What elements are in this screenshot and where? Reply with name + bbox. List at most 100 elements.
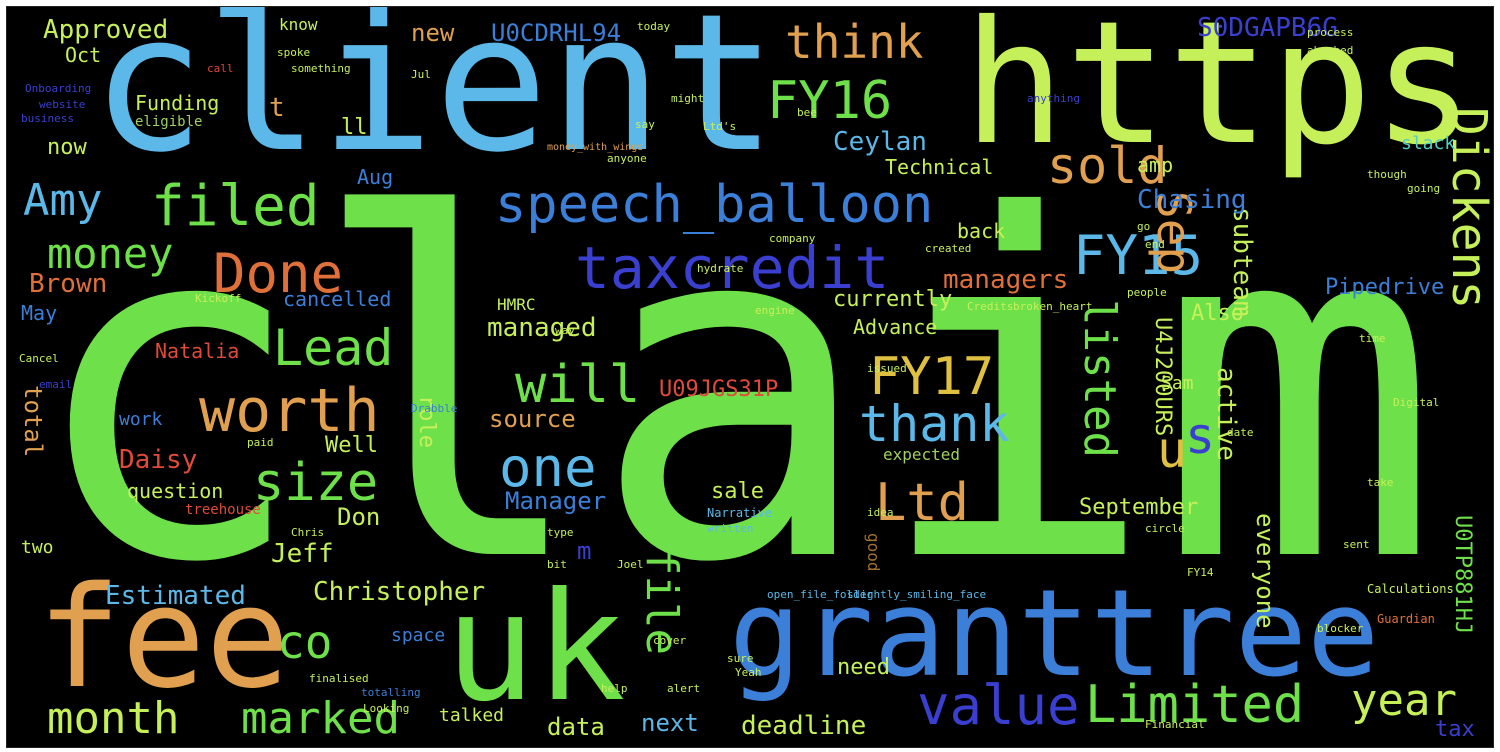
word-natalia: Natalia <box>155 339 240 363</box>
word-sure: sure <box>727 652 754 665</box>
word-data: data <box>547 713 605 741</box>
word-size: size <box>253 453 379 513</box>
word-ltds: Ltd's <box>703 120 737 133</box>
word-everyone: everyone <box>1251 513 1279 629</box>
word-u09jgs31p: U09JGS31P <box>659 377 779 402</box>
word-active: active <box>1211 367 1241 461</box>
word-hydrate: hydrate <box>697 262 744 275</box>
word-new: new <box>411 19 455 47</box>
word-bit: bit <box>547 558 567 571</box>
word-source: source <box>489 405 576 433</box>
word-written: written <box>707 522 754 535</box>
word-ltd: Ltd <box>875 473 969 533</box>
word-narrative: Narrative <box>707 506 773 520</box>
word-talked: talked <box>439 705 505 726</box>
word-good: good <box>864 533 883 572</box>
word-sam: Sam <box>1161 373 1194 394</box>
word-estimated: Estimated <box>105 581 246 611</box>
word-funding: Funding <box>135 91 220 115</box>
word-september: September <box>1079 495 1199 520</box>
word-advance: Advance <box>853 315 938 339</box>
word-managers: managers <box>943 265 1069 295</box>
word-issued: issued <box>867 362 907 375</box>
word-alert: alert <box>667 682 701 695</box>
word-amy: Amy <box>23 175 103 226</box>
word-u: u <box>1157 421 1188 479</box>
word-may: May <box>21 301 58 325</box>
word-m: m <box>577 537 592 565</box>
word-s0dgapb6g: S0DGAPB6G <box>1197 13 1338 43</box>
word-chris: Chris <box>291 526 325 539</box>
word-onboarding: Onboarding <box>25 82 92 95</box>
word-blocker: blocker <box>1317 622 1364 635</box>
word-type: type <box>547 526 574 539</box>
word-credits: Credits <box>967 300 1014 313</box>
word-date: date <box>1227 426 1254 439</box>
word-hmrc: HMRC <box>497 295 536 314</box>
word-next: next <box>641 709 699 737</box>
word-finalised: finalised <box>309 672 369 685</box>
word-way: way <box>555 324 575 337</box>
word-open-file-folder: open_file_folder <box>767 588 873 601</box>
word-worth: worth <box>199 376 380 446</box>
word-kickoff: Kickoff <box>195 292 242 305</box>
word-treehouse: treehouse <box>185 502 261 518</box>
word-digital: Digital <box>1393 396 1440 409</box>
word-also: Also <box>1191 301 1244 326</box>
word-granttree: granttree <box>729 565 1380 704</box>
word-don: Don <box>337 503 381 531</box>
word-ll: ll <box>341 115 368 140</box>
word-cancelled: cancelled <box>283 287 392 311</box>
word-thank: thank <box>859 395 1010 453</box>
word-circle: circle <box>1145 522 1185 535</box>
word-uk: uk <box>445 561 626 735</box>
word-tax: tax <box>1435 717 1475 742</box>
word-looking: Looking <box>363 702 410 715</box>
word-slack: slack <box>1401 133 1456 154</box>
word-s: s <box>1185 407 1216 465</box>
word-think: think <box>785 15 924 69</box>
word-created: created <box>925 242 972 255</box>
word-might: might <box>671 92 705 105</box>
word-business: business <box>21 112 74 125</box>
word-sold: sold <box>1047 137 1168 195</box>
word-cancel: Cancel <box>19 352 59 365</box>
word-chasing: Chasing <box>1137 185 1247 215</box>
word-help: help <box>601 682 628 695</box>
word-limited: Limited <box>1085 675 1305 735</box>
word-company: company <box>769 232 816 245</box>
word-jul: Jul <box>411 68 431 81</box>
word-managed: managed <box>487 313 597 343</box>
word-daisy: Daisy <box>119 445 198 475</box>
word-eligible: eligible <box>135 114 203 130</box>
word-abashed: abashed <box>1307 44 1354 57</box>
word-take: take <box>1367 476 1394 489</box>
word-total: total <box>19 385 47 458</box>
word-today: today <box>637 20 671 33</box>
word-yeah: Yeah <box>735 666 762 679</box>
word-call: call <box>207 62 234 75</box>
word-cloud: claim client https fee uk granttree spee… <box>6 6 1494 748</box>
word-listed: listed <box>1074 299 1125 458</box>
word-website: website <box>39 98 86 111</box>
word-drabble: Drabble <box>411 402 458 415</box>
word-deadline: deadline <box>741 711 867 741</box>
word-cover: cover <box>653 634 687 647</box>
word-fy17: FY17 <box>869 347 995 407</box>
word-filed: filed <box>151 174 320 239</box>
word-end: end <box>1145 238 1165 251</box>
word-paid: paid <box>247 436 274 449</box>
word-anything: anything <box>1027 92 1080 105</box>
word-pipedrive: Pipedrive <box>1325 275 1445 300</box>
word-people: people <box>1127 286 1167 299</box>
word-manager: Manager <box>505 487 607 515</box>
word-one: one <box>499 436 597 499</box>
word-need: need <box>837 655 890 680</box>
word-client: client <box>91 6 778 194</box>
word-something: something <box>291 62 351 75</box>
word-marked: marked <box>241 693 400 744</box>
word-fy16: FY16 <box>767 71 893 131</box>
word-approved: Approved <box>43 15 169 45</box>
word-email: email <box>39 378 73 391</box>
word-idea: idea <box>867 506 894 519</box>
